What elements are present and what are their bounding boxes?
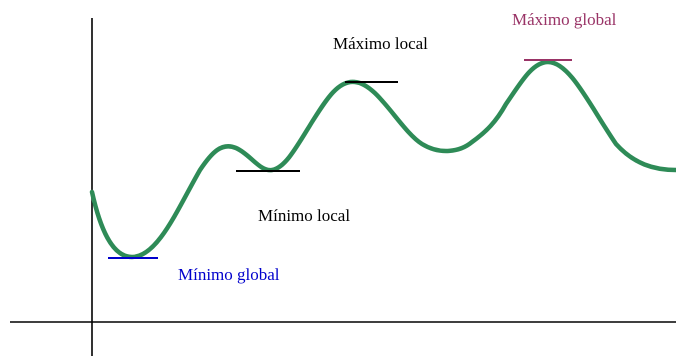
function-curve	[89, 59, 676, 260]
max-global-label: Máximo global	[512, 10, 617, 29]
min-global-label: Mínimo global	[178, 265, 280, 284]
max-local-label: Máximo local	[333, 34, 428, 53]
min-local-label: Mínimo local	[258, 206, 351, 225]
